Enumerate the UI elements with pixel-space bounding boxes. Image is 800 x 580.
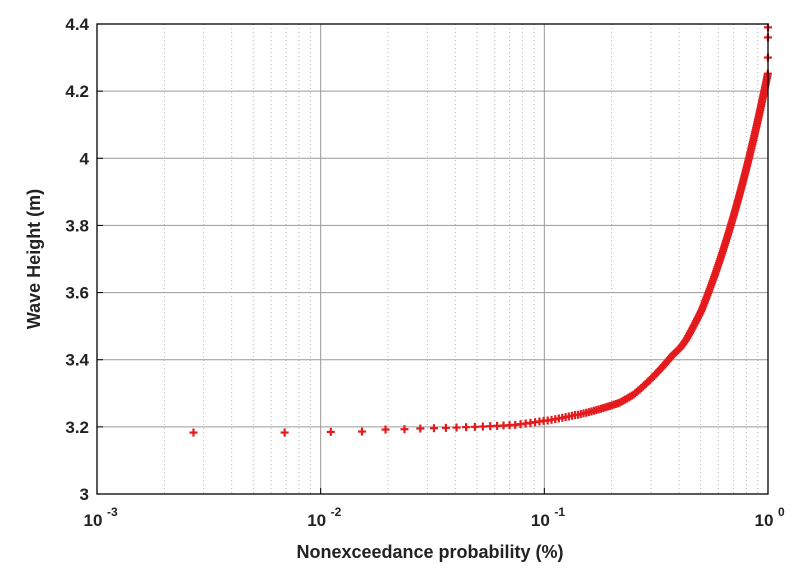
x-tick-exponent: -1	[554, 505, 565, 519]
plot-frame	[96, 23, 769, 495]
y-tick-label: 3	[80, 485, 89, 504]
y-axis-ticks: 3 3.2 3.4 3.6 3.8 4 4.2 4.4	[65, 15, 103, 504]
data-point	[400, 425, 409, 434]
data-point	[478, 422, 487, 431]
x-tick-label: 10	[755, 511, 774, 530]
y-tick-label: 4.2	[65, 82, 89, 101]
data-point	[381, 425, 390, 434]
x-tick-exponent: -3	[107, 505, 118, 519]
y-tick-label: 4	[80, 149, 90, 168]
y-tick-label: 3.8	[65, 216, 89, 235]
x-tick-exponent: 0	[778, 505, 785, 519]
x-tick-label: 10	[307, 511, 326, 530]
x-tick-exponent: -2	[331, 505, 342, 519]
data-point	[486, 422, 495, 431]
data-point	[416, 424, 425, 433]
data-point	[441, 423, 450, 432]
data-point	[452, 423, 461, 432]
x-axis-label: Nonexceedance probability (%)	[296, 542, 563, 562]
y-tick-label: 3.6	[65, 284, 89, 303]
data-point	[357, 427, 366, 436]
data-points	[189, 23, 772, 437]
y-tick-label: 3.4	[65, 351, 89, 370]
y-axis-label: Wave Height (m)	[24, 189, 44, 329]
x-axis-ticks: 10 -3 10 -2 10 -1 10 0	[84, 488, 785, 530]
data-point	[326, 427, 335, 436]
data-point	[189, 428, 198, 437]
y-tick-label: 3.2	[65, 418, 89, 437]
data-point	[429, 424, 438, 433]
y-tick-label: 4.4	[65, 15, 89, 34]
x-tick-label: 10	[531, 511, 550, 530]
data-point	[470, 422, 479, 431]
data-point	[280, 428, 289, 437]
x-tick-label: 10	[84, 511, 103, 530]
data-point	[462, 423, 471, 432]
